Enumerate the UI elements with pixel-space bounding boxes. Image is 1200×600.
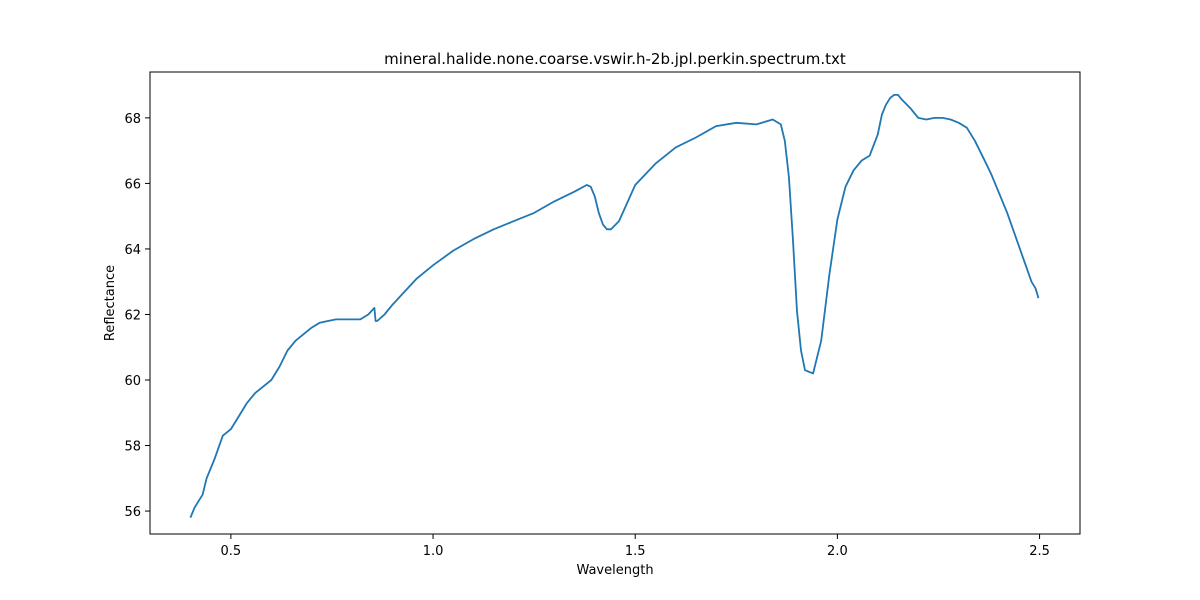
- y-axis: 56 58 60 62 64 66 68: [124, 112, 150, 520]
- y-tick-label: 60: [124, 374, 141, 389]
- x-tick-label: 2.5: [1029, 544, 1050, 559]
- y-tick-label: 64: [124, 243, 141, 258]
- x-axis: 0.5 1.0 1.5 2.0 2.5: [221, 534, 1050, 559]
- x-tick-label: 1.0: [423, 544, 444, 559]
- y-tick-label: 62: [124, 308, 141, 323]
- x-tick-label: 0.5: [221, 544, 242, 559]
- chart-title: mineral.halide.none.coarse.vswir.h-2b.jp…: [384, 50, 846, 68]
- x-tick-label: 2.0: [827, 544, 848, 559]
- y-tick-label: 68: [124, 112, 141, 127]
- plot-area: [149, 71, 1081, 535]
- x-tick-label: 1.5: [625, 544, 646, 559]
- x-axis-label: Wavelength: [576, 563, 653, 578]
- y-tick-label: 66: [124, 177, 141, 192]
- y-tick-label: 56: [124, 505, 141, 520]
- y-axis-label: Reflectance: [103, 265, 118, 341]
- plot-frame: [149, 71, 1081, 535]
- reflectance-series-line: [189, 94, 1040, 518]
- y-tick-label: 58: [124, 440, 141, 455]
